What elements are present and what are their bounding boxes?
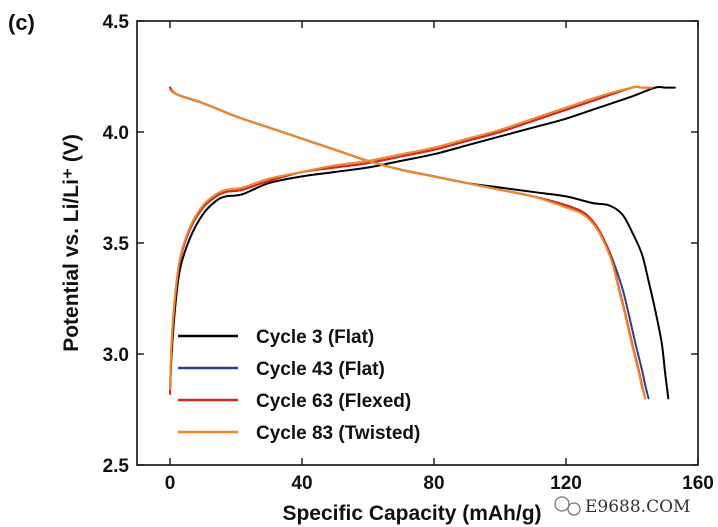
x-tick-label: 0	[165, 473, 176, 494]
y-tick-label: 2.5	[103, 456, 130, 477]
y-tick-label: 3.0	[103, 345, 129, 366]
y-tick-label: 4.0	[103, 123, 129, 144]
ticks-layer: 0 40 80 120 160 2.5 3.0 3.5 4.0 4.5	[103, 12, 714, 494]
legend-label: Cycle 83 (Twisted)	[256, 423, 420, 444]
series-line-cycle-1-discharge	[169, 86, 670, 400]
x-tick-label: 120	[550, 473, 582, 494]
y-tick-label: 3.5	[103, 234, 130, 255]
series-line-cycle-1-charge	[169, 85, 676, 393]
plot-frame	[136, 20, 699, 466]
series-line-cycle-3-charge	[169, 85, 653, 395]
x-axis-label: Specific Capacity (mAh/g)	[282, 502, 541, 525]
x-tick-label: 80	[423, 473, 444, 494]
series-layer	[169, 85, 676, 400]
series-line-cycle-4-charge	[169, 85, 653, 391]
legend-label: Cycle 43 (Flat)	[256, 359, 385, 380]
y-tick-label: 4.5	[103, 12, 130, 33]
series-line-cycle-2-discharge	[169, 86, 650, 400]
x-tick-label: 160	[682, 473, 714, 494]
series-line-cycle-2-charge	[169, 85, 653, 393]
series-line-cycle-3-discharge	[169, 86, 647, 400]
x-tick-label: 40	[291, 473, 312, 494]
watermark-text: E9688.COM	[585, 497, 690, 517]
legend: Cycle 3 (Flat) Cycle 43 (Flat) Cycle 63 (F…	[178, 327, 420, 444]
y-axis-label: Potential vs. Li/Li⁺ (V)	[60, 134, 83, 352]
panel-label: (c)	[8, 10, 35, 35]
series-line-cycle-4-discharge	[169, 88, 647, 400]
watermark-logo-icon	[554, 496, 581, 516]
legend-label: Cycle 3 (Flat)	[256, 327, 374, 348]
watermark: E9688.COM	[554, 496, 690, 517]
legend-label: Cycle 63 (Flexed)	[256, 391, 411, 412]
